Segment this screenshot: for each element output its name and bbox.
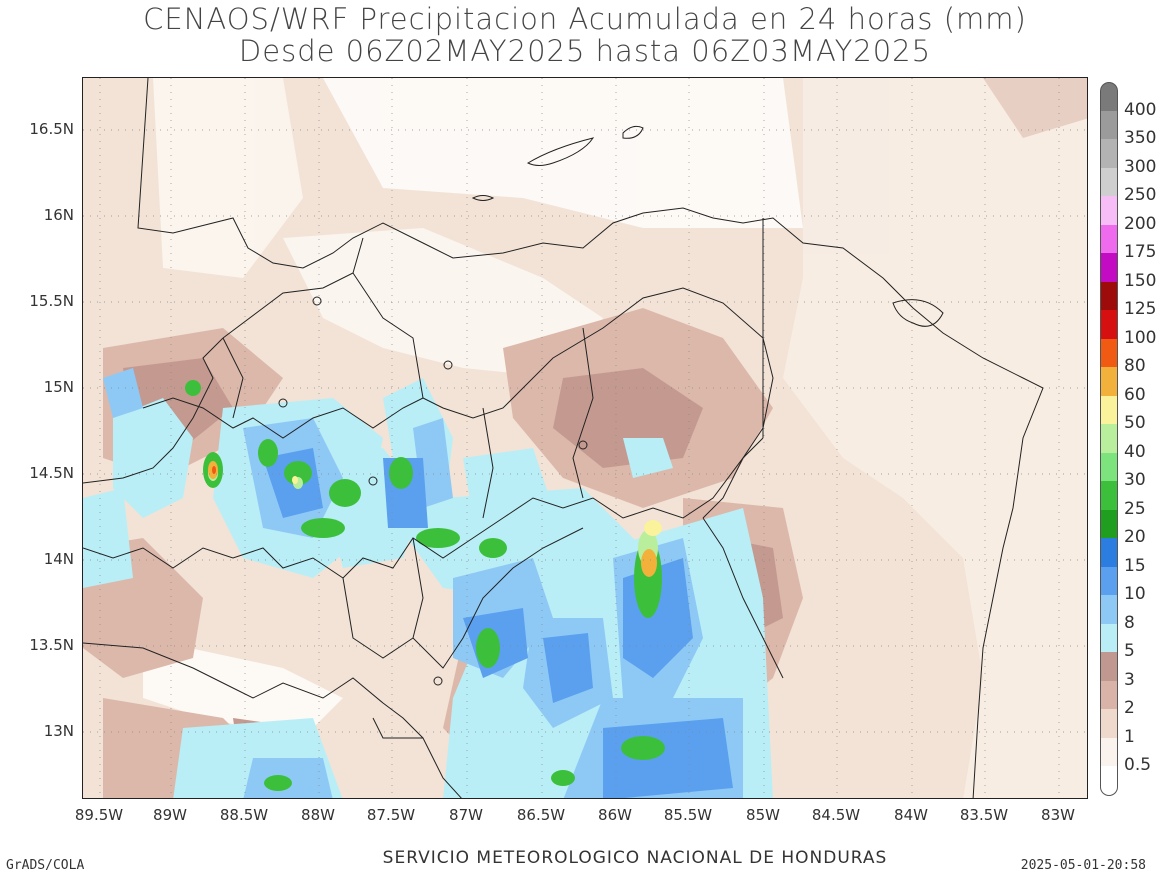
colorbar-segment xyxy=(1100,766,1118,796)
colorbar-label: 40 xyxy=(1124,441,1146,462)
colorbar-label: 100 xyxy=(1124,327,1157,348)
lon-tick: 87.5W xyxy=(366,806,416,824)
colorbar-label: 30 xyxy=(1124,470,1146,490)
colorbar-label: 0.5 xyxy=(1124,755,1152,775)
colorbar-label: 3 xyxy=(1124,669,1135,690)
colorbar-segment xyxy=(1100,167,1118,197)
colorbar-label: 250 xyxy=(1124,185,1157,205)
colorbar-segment xyxy=(1100,509,1118,539)
colorbar-segment xyxy=(1100,82,1118,112)
colorbar-segment xyxy=(1100,680,1118,710)
lat-tick: 16N xyxy=(43,206,74,224)
colorbar xyxy=(1100,82,1118,796)
colorbar-label: 200 xyxy=(1124,213,1157,234)
colorbar-label: 5 xyxy=(1124,641,1135,661)
colorbar-segment xyxy=(1100,737,1118,767)
timestamp: 2025-05-01-20:58 xyxy=(1020,858,1146,873)
colorbar-segment xyxy=(1100,538,1118,568)
colorbar-label: 25 xyxy=(1124,498,1146,519)
colorbar-label: 20 xyxy=(1124,527,1146,547)
colorbar-label: 150 xyxy=(1124,270,1157,291)
peak-rain-cores xyxy=(208,461,662,577)
colorbar-label: 10 xyxy=(1124,584,1146,604)
lat-tick: 13N xyxy=(43,722,74,740)
precipitation-map xyxy=(82,77,1088,799)
colorbar-label: 175 xyxy=(1124,242,1157,262)
colorbar-segment xyxy=(1100,224,1118,254)
colorbar-label: 8 xyxy=(1124,612,1135,633)
colorbar-label: 125 xyxy=(1124,299,1157,319)
low-precip-zones xyxy=(143,78,1087,798)
colorbar-segment xyxy=(1100,452,1118,482)
lat-tick: 14.5N xyxy=(29,464,74,482)
map-canvas xyxy=(83,78,1087,798)
map-title: CENAOS/WRF Precipitacion Acumulada en 24… xyxy=(143,2,1027,36)
lon-tick: 89W xyxy=(153,806,187,824)
lat-tick: 15N xyxy=(43,378,74,396)
map-subtitle: Desde 06Z02MAY2025 hasta 06Z03MAY2025 xyxy=(238,34,932,68)
colorbar-label: 2 xyxy=(1124,698,1135,718)
lon-tick: 89.5W xyxy=(74,806,124,824)
lat-tick: 16.5N xyxy=(29,120,74,138)
lon-tick: 85W xyxy=(746,806,780,824)
colorbar-label: 80 xyxy=(1124,356,1146,376)
colorbar-segment xyxy=(1100,196,1118,226)
colorbar-segment xyxy=(1100,481,1118,511)
lon-tick: 87W xyxy=(449,806,483,824)
colorbar-segment xyxy=(1100,623,1118,653)
colorbar-label: 60 xyxy=(1124,384,1146,405)
colorbar-label: 350 xyxy=(1124,128,1157,148)
colorbar-segment xyxy=(1100,139,1118,169)
coastlines-borders xyxy=(83,78,1044,798)
colorbar-label: 400 xyxy=(1124,99,1157,120)
colorbar-segment xyxy=(1100,566,1118,596)
lat-tick: 13.5N xyxy=(29,636,74,654)
agency-name: SERVICIO METEOROLOGICO NACIONAL DE HONDU… xyxy=(382,848,888,868)
colorbar-segment xyxy=(1100,310,1118,340)
colorbar-segment xyxy=(1100,281,1118,311)
lon-tick: 83W xyxy=(1041,806,1075,824)
colorbar-segment xyxy=(1100,424,1118,454)
lon-tick: 86.5W xyxy=(516,806,566,824)
colorbar-segment xyxy=(1100,595,1118,625)
colorbar-label: 300 xyxy=(1124,156,1157,177)
colorbar-segment xyxy=(1100,709,1118,739)
colorbar-segment xyxy=(1100,253,1118,283)
lon-tick: 84.5W xyxy=(811,806,861,824)
lon-tick: 85.5W xyxy=(663,806,713,824)
colorbar-segment xyxy=(1100,367,1118,397)
lat-tick: 15.5N xyxy=(29,292,74,310)
colorbar-segment xyxy=(1100,338,1118,368)
lon-tick: 88.5W xyxy=(219,806,269,824)
colorbar-label: 50 xyxy=(1124,413,1146,433)
colorbar-segment xyxy=(1100,395,1118,425)
bay-islands xyxy=(278,125,944,686)
colorbar-segment xyxy=(1100,652,1118,682)
lon-tick: 83.5W xyxy=(959,806,1009,824)
lat-tick: 14N xyxy=(43,550,74,568)
colorbar-label: 1 xyxy=(1124,726,1135,747)
colorbar-label: 15 xyxy=(1124,555,1146,576)
software-credit: GrADS/COLA xyxy=(6,858,85,873)
lon-tick: 84W xyxy=(894,806,928,824)
colorbar-segment xyxy=(1100,110,1118,140)
lon-tick: 86W xyxy=(598,806,632,824)
lon-tick: 88W xyxy=(301,806,335,824)
